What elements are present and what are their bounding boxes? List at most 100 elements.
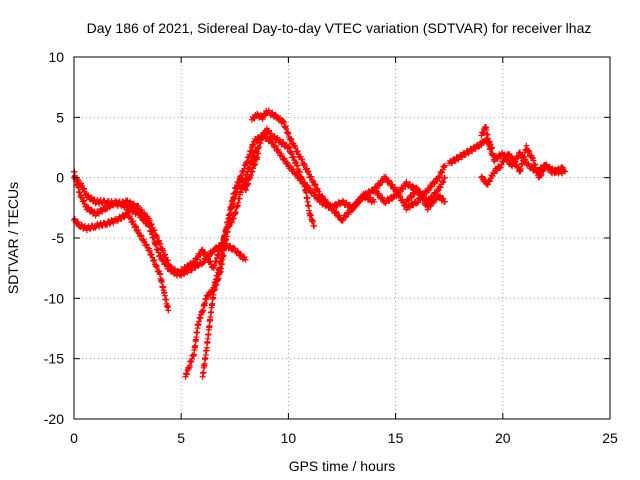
data-point <box>270 133 277 140</box>
data-point <box>151 227 158 234</box>
data-point <box>509 155 516 162</box>
data-point <box>342 214 349 221</box>
data-point <box>287 163 294 170</box>
data-point <box>537 172 544 179</box>
data-point <box>427 203 434 210</box>
data-point <box>280 118 287 125</box>
data-point <box>283 159 290 166</box>
data-point <box>305 168 312 175</box>
data-point <box>146 217 153 224</box>
data-point <box>156 237 163 244</box>
data-point <box>440 163 447 170</box>
data-point <box>333 203 340 210</box>
series-track-5 <box>199 125 318 380</box>
x-tick-label: 15 <box>388 430 404 446</box>
data-point <box>124 197 131 204</box>
data-point <box>480 129 487 136</box>
data-point <box>204 294 211 301</box>
data-point <box>228 219 235 226</box>
data-point <box>311 180 318 187</box>
data-point <box>292 144 299 151</box>
data-point <box>88 206 95 213</box>
data-point <box>509 163 516 170</box>
data-point <box>462 151 469 158</box>
data-point <box>405 197 412 204</box>
data-point <box>206 253 213 260</box>
series-track-12 <box>446 136 496 167</box>
data-point <box>301 162 308 169</box>
data-point <box>242 256 249 263</box>
data-point <box>129 218 136 225</box>
data-point <box>231 245 238 252</box>
data-point <box>373 185 380 192</box>
data-point <box>484 181 491 188</box>
x-tick-label: 0 <box>70 430 78 446</box>
data-point <box>371 198 378 205</box>
data-point <box>436 173 443 180</box>
x-tick-label: 5 <box>177 430 185 446</box>
data-point <box>500 159 507 166</box>
data-point <box>266 127 273 134</box>
data-point <box>523 142 530 149</box>
data-point <box>81 185 88 192</box>
x-axis-label: GPS time / hours <box>289 458 396 474</box>
data-point <box>315 188 322 195</box>
data-point <box>272 142 279 149</box>
data-point <box>143 241 150 248</box>
data-point <box>162 251 169 258</box>
data-point <box>394 187 401 194</box>
grid <box>74 57 610 419</box>
data-point <box>312 182 319 189</box>
series-track-2 <box>71 209 172 314</box>
data-point <box>254 110 261 117</box>
data-point <box>505 150 512 157</box>
data-point <box>319 192 326 199</box>
data-marks <box>71 107 568 380</box>
data-point <box>397 193 404 200</box>
data-point <box>118 201 125 208</box>
data-point <box>512 158 519 165</box>
data-point <box>148 251 155 258</box>
y-tick-label: -5 <box>52 230 65 246</box>
data-point <box>135 203 142 210</box>
data-point <box>288 136 295 143</box>
data-point <box>489 144 496 151</box>
series-track-8 <box>371 162 448 213</box>
x-tick-label: 10 <box>281 430 297 446</box>
data-point <box>285 143 292 150</box>
data-point <box>428 183 435 190</box>
data-point <box>469 148 476 155</box>
data-point <box>124 209 131 216</box>
series-track-3 <box>71 173 249 279</box>
data-point <box>420 196 427 203</box>
data-point <box>339 217 346 224</box>
data-point <box>409 182 416 189</box>
data-point <box>561 168 568 175</box>
data-point <box>526 148 533 155</box>
data-point <box>148 252 155 259</box>
data-point <box>308 173 315 180</box>
y-tick-label: -20 <box>44 411 64 427</box>
data-point <box>259 116 266 123</box>
data-point <box>441 174 448 181</box>
data-point <box>376 182 383 189</box>
data-point <box>146 247 153 254</box>
data-point <box>199 260 206 267</box>
data-point <box>281 155 288 162</box>
data-point <box>121 214 128 221</box>
data-point <box>441 198 448 205</box>
data-point <box>226 223 233 230</box>
y-tick-label: 10 <box>48 49 64 65</box>
data-point <box>133 223 140 230</box>
y-tick-label: -10 <box>44 290 64 306</box>
axis-ticks: 0 5 10 15 20 25 -20 -15 -10 -5 0 5 10 <box>44 49 618 446</box>
y-tick-label: 5 <box>56 109 64 125</box>
data-point <box>251 152 258 159</box>
data-point <box>496 165 503 172</box>
data-point <box>286 144 293 151</box>
data-point <box>487 141 494 148</box>
data-point <box>138 232 145 239</box>
data-point <box>214 245 221 252</box>
data-point <box>408 194 415 201</box>
data-point <box>486 178 493 185</box>
